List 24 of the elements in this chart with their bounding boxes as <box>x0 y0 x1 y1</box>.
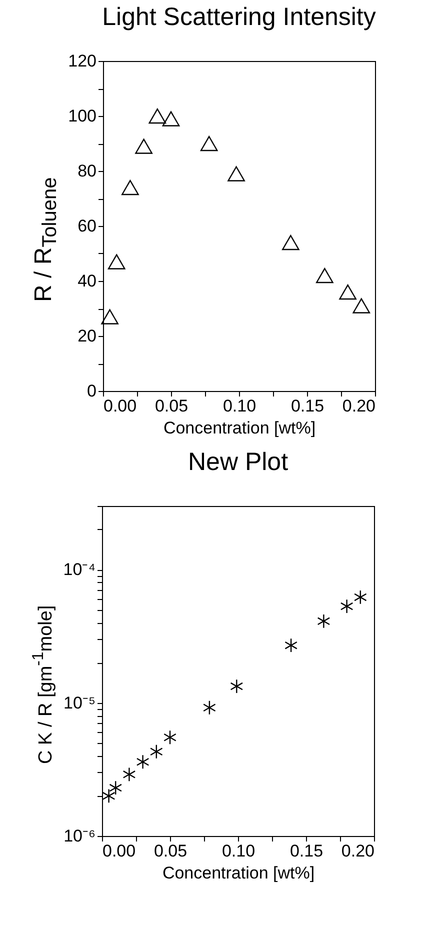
y-tick-label: 10⁻⁵ <box>64 693 96 712</box>
x-tick-label: 0.10 <box>222 842 256 860</box>
y-tick-label: 120 <box>68 52 96 70</box>
x-tick-label: 0.05 <box>154 842 188 860</box>
x-tick-label: 0.00 <box>102 842 136 860</box>
x-tick-label: 0.20 <box>342 842 375 860</box>
y-tick-label: 100 <box>68 106 96 126</box>
y-tick-label: 40 <box>77 272 96 290</box>
y-tick-label: 10⁻⁶ <box>64 826 96 846</box>
x-tick-label: 0.00 <box>103 396 136 416</box>
y-tick-label: 0 <box>86 382 96 400</box>
chart-title: Light Scattering Intensity <box>102 3 376 31</box>
x-tick-label: 0.15 <box>290 396 324 416</box>
chart-title: New Plot <box>188 448 288 476</box>
y-tick-label: 10⁻⁴ <box>64 560 96 580</box>
x-tick-label: 0.20 <box>342 396 376 416</box>
x-axis-title: Concentration [wt%] <box>162 864 315 882</box>
y-tick-label: 60 <box>77 216 96 236</box>
y-tick-label: 80 <box>77 162 96 180</box>
x-tick-label: 0.10 <box>222 396 256 416</box>
y-tick-label: 20 <box>77 326 96 346</box>
x-tick-label: 0.05 <box>154 396 188 416</box>
x-tick-label: 0.15 <box>290 842 324 860</box>
x-axis-title: Concentration [wt%] <box>163 418 316 438</box>
